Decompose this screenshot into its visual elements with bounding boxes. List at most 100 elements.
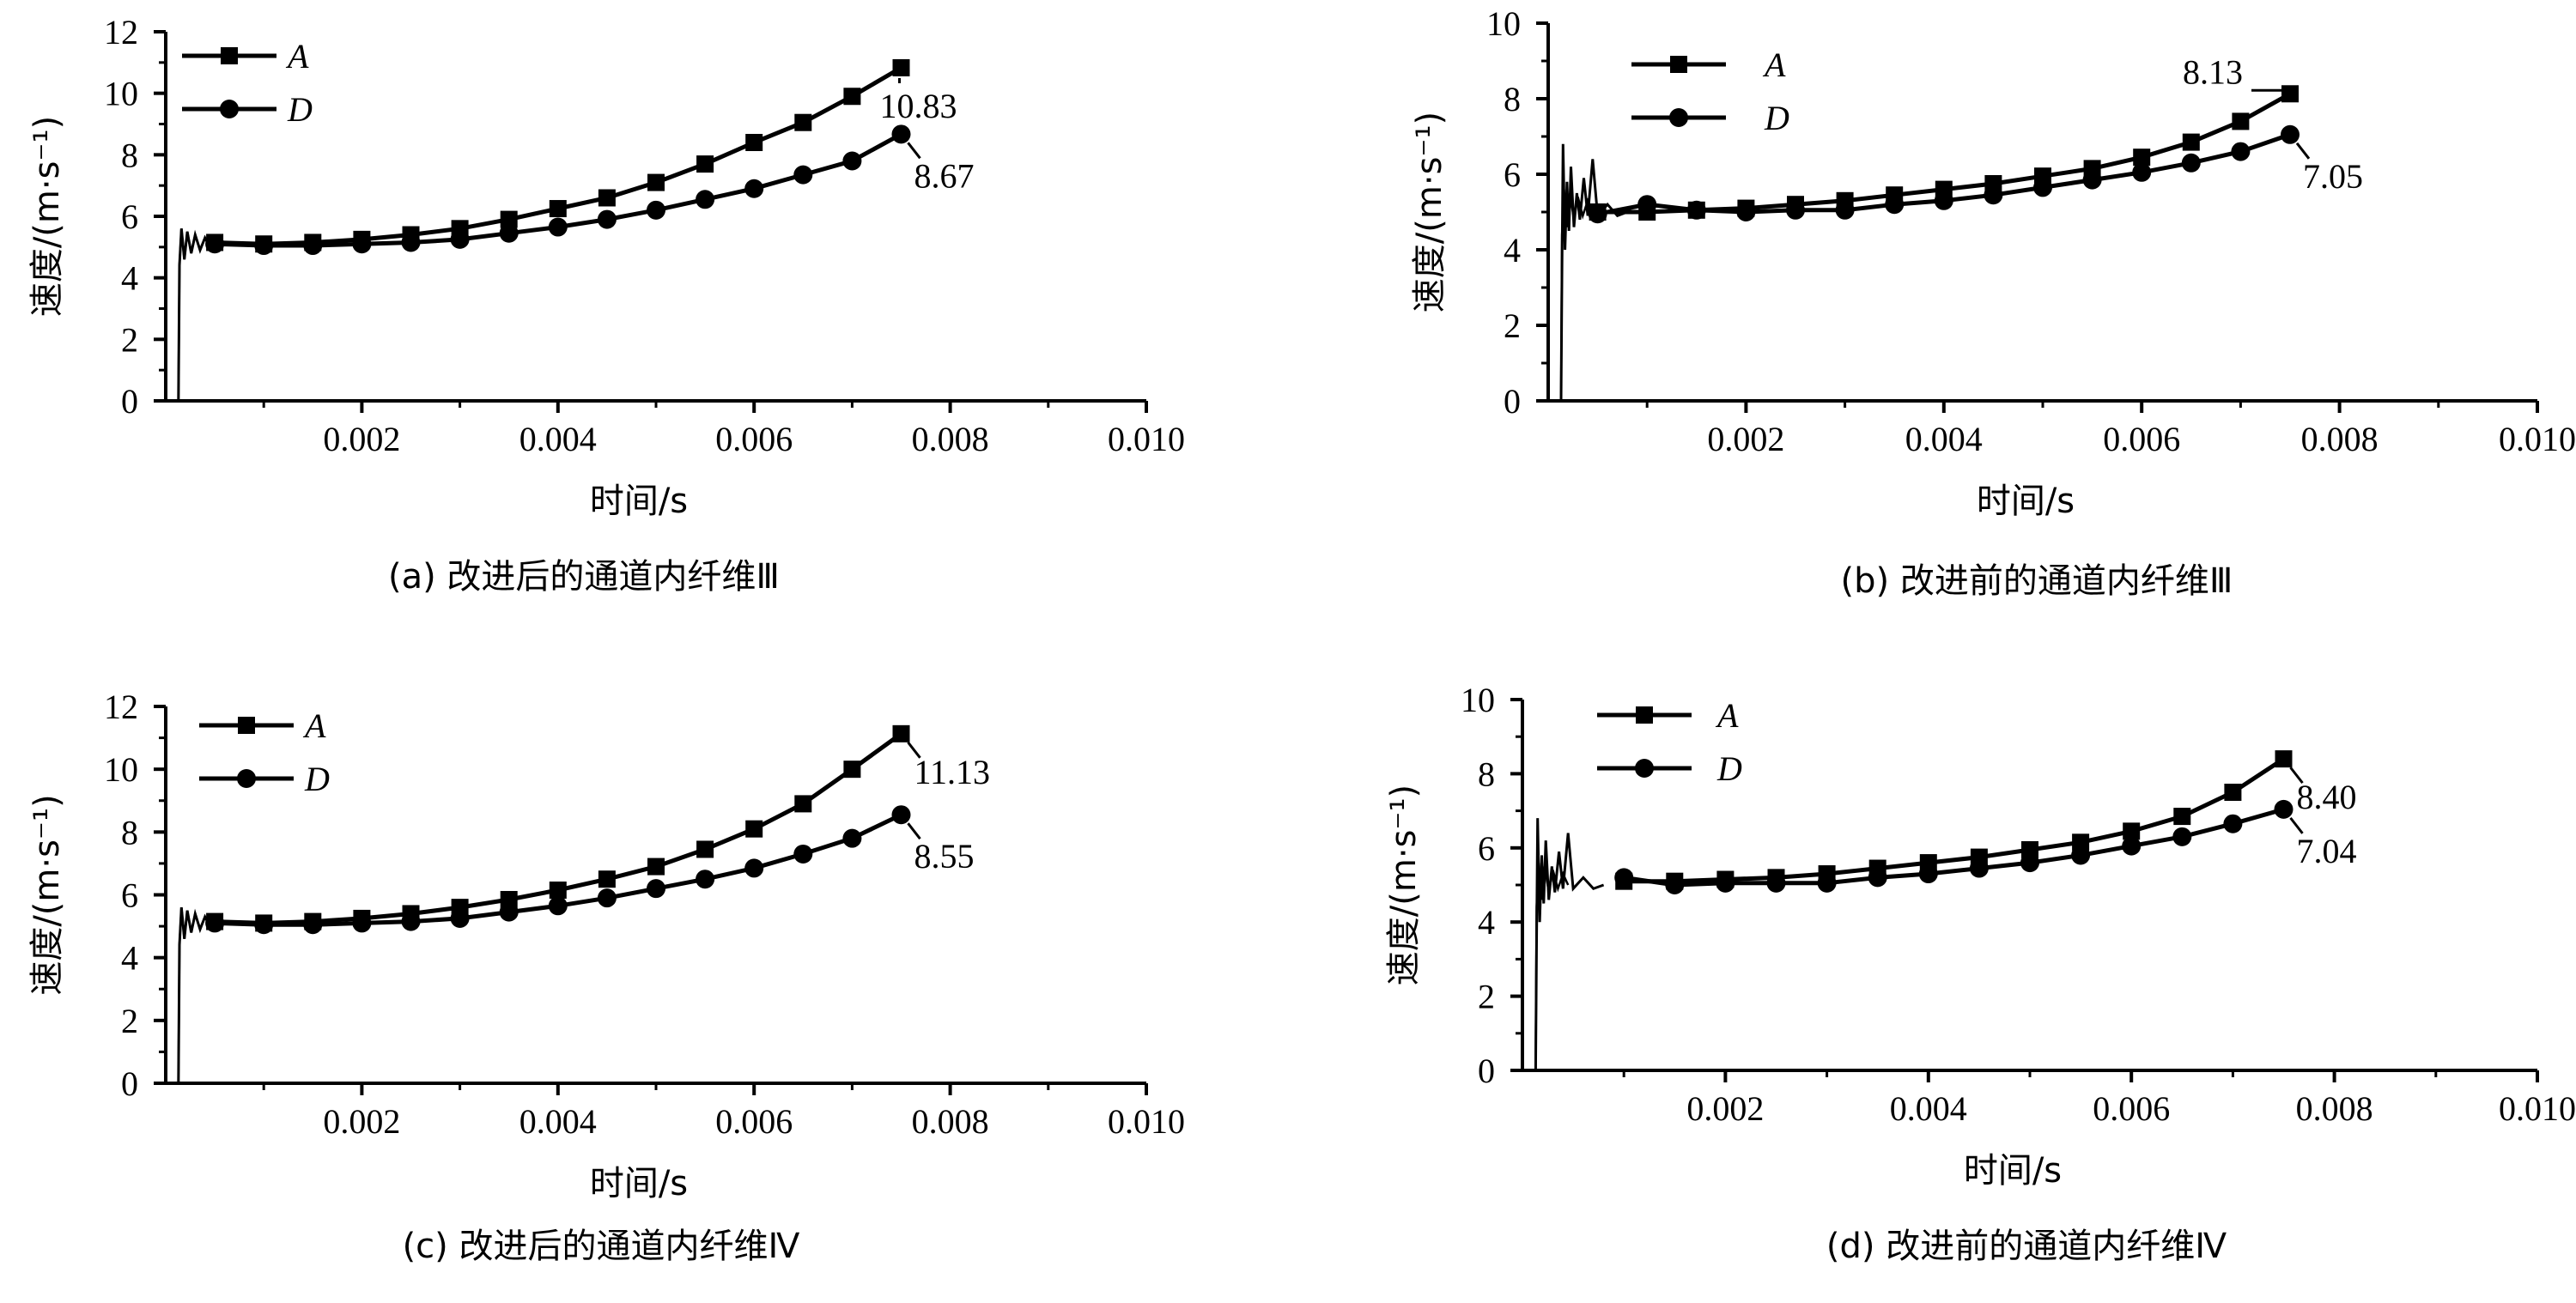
data-point-D <box>205 913 225 933</box>
x-tick-label: 0.010 <box>2499 420 2576 458</box>
data-point-D <box>1868 868 1887 888</box>
data-point-D <box>1716 873 1735 893</box>
x-tick-label: 0.008 <box>912 1102 989 1141</box>
data-point-D <box>2223 814 2243 833</box>
leader-line-D <box>2289 816 2304 834</box>
data-point-D <box>352 913 372 933</box>
data-point-A <box>892 724 910 742</box>
startup-trace-D <box>1534 862 1570 1071</box>
data-label-A: 8.40 <box>2297 778 2357 816</box>
y-axis-title: 速度/(m·s⁻¹) <box>1384 785 1424 985</box>
data-point-D <box>2181 153 2201 173</box>
y-tick-label: 8 <box>121 136 138 174</box>
data-point-D <box>1817 873 1837 893</box>
y-tick-label: 4 <box>1504 231 1521 270</box>
data-point-D <box>548 896 568 916</box>
legend-label: D <box>287 90 313 129</box>
legend-label: D <box>1764 99 1789 137</box>
legend-label: A <box>1762 45 1786 84</box>
data-point-A <box>598 189 616 207</box>
data-point-A <box>696 155 714 173</box>
legend-marker <box>1636 706 1653 724</box>
data-point-A <box>598 870 616 888</box>
legend-label: A <box>1715 696 1739 735</box>
x-tick-label: 0.006 <box>2093 1089 2170 1128</box>
startup-trace-A <box>1534 818 1605 1071</box>
y-tick-label: 8 <box>1478 755 1495 793</box>
x-tick-label: 0.004 <box>1905 420 1983 458</box>
data-point-A <box>794 795 812 813</box>
chart-panel-a: 0.002 0.004 0.006 0.008 0.010 0 2 4 6 8 10 12 时间/s 速度… <box>27 13 1185 597</box>
data-point-A <box>2072 833 2090 851</box>
x-tick-label: 0.002 <box>1686 1089 1764 1128</box>
data-point-A <box>843 761 861 779</box>
y-axis-title: 速度/(m·s⁻¹) <box>27 116 67 317</box>
data-point-A <box>2275 750 2293 768</box>
y-tick-label: 6 <box>121 197 138 236</box>
data-point-A <box>892 58 910 76</box>
y-tick-label: 2 <box>121 320 138 359</box>
y-tick-label: 12 <box>104 688 138 726</box>
legend-item-A: A <box>1631 45 1786 84</box>
data-point-D <box>744 858 764 878</box>
x-tick-label: 0.010 <box>1108 1102 1185 1141</box>
y-tick-label: 6 <box>1478 829 1495 868</box>
data-point-D <box>2281 124 2300 144</box>
data-point-D <box>401 233 421 252</box>
legend-item-A: A <box>1597 696 1739 735</box>
data-point-D <box>696 870 715 889</box>
y-axis-title: 速度/(m·s⁻¹) <box>27 794 67 995</box>
x-tick-label: 0.004 <box>519 420 597 458</box>
data-point-A <box>2232 112 2250 130</box>
legend-item-D: D <box>1597 749 1742 788</box>
legend-marker <box>220 100 239 118</box>
legend-marker <box>1670 56 1687 73</box>
data-point-D <box>1934 191 1953 210</box>
data-point-D <box>1637 195 1657 215</box>
x-axis-title: 时间/s <box>1977 482 2075 521</box>
y-tick-label: 10 <box>1461 681 1495 719</box>
data-point-D <box>303 236 323 256</box>
y-tick-label: 10 <box>104 750 138 789</box>
data-point-A <box>745 820 763 838</box>
legend-label: D <box>1716 749 1742 788</box>
legend-marker <box>1635 759 1654 778</box>
legend-marker <box>238 717 255 734</box>
data-point-D <box>1665 876 1685 894</box>
chart-panel-c: 0.002 0.004 0.006 0.008 0.010 0 2 4 6 8 10 12 时间/s 速度… <box>27 688 1185 1266</box>
data-point-D <box>450 908 470 928</box>
y-tick-label: 10 <box>1486 4 1521 43</box>
startup-trace-D <box>1559 189 1594 402</box>
legend-marker <box>1669 108 1688 127</box>
data-point-D <box>450 229 470 249</box>
startup-trace-D <box>177 228 211 402</box>
data-point-D <box>891 124 911 144</box>
data-point-D <box>1786 200 1805 220</box>
legend-label: A <box>302 706 326 745</box>
data-point-A <box>696 840 714 858</box>
x-tick-label: 0.008 <box>2296 1089 2373 1128</box>
leader-line-D <box>907 822 921 840</box>
startup-trace-A <box>1559 143 1628 402</box>
data-point-D <box>1969 858 1989 878</box>
data-point-D <box>891 805 911 825</box>
y-tick-label: 2 <box>121 1002 138 1040</box>
data-point-D <box>744 179 764 198</box>
data-point-D <box>205 234 225 254</box>
data-point-D <box>1686 200 1706 220</box>
data-label-D: 7.05 <box>2303 157 2363 196</box>
data-point-A <box>2123 822 2141 840</box>
series-line-A <box>215 65 902 246</box>
data-label-A: 10.83 <box>880 87 957 125</box>
x-axis-title: 时间/s <box>590 482 688 521</box>
leader-line-D <box>907 142 921 160</box>
y-tick-label: 10 <box>104 75 138 113</box>
y-tick-label: 0 <box>121 1064 138 1103</box>
x-tick-label: 0.010 <box>2499 1089 2576 1128</box>
y-tick-label: 4 <box>1478 903 1495 942</box>
data-point-A <box>794 113 812 131</box>
data-point-D <box>499 902 519 922</box>
data-point-D <box>548 217 568 237</box>
y-tick-label: 6 <box>121 876 138 915</box>
